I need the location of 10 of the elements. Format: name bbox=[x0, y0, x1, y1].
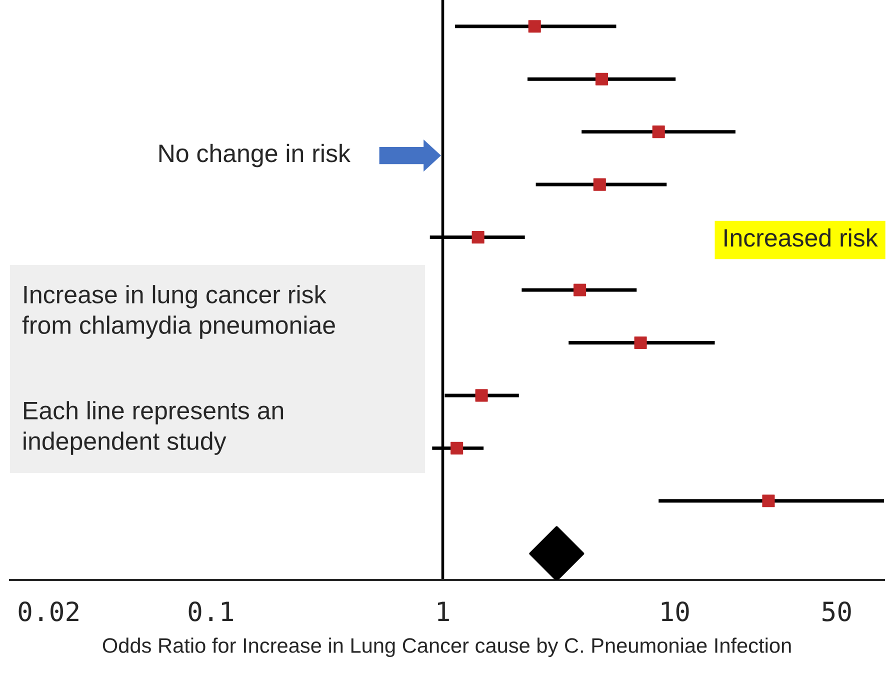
x-axis-title: Odds Ratio for Increase in Lung Cancer cause by C. Pneumoniae Infection bbox=[102, 638, 791, 658]
x-tick-label: 10 bbox=[662, 601, 689, 622]
x-tick-label: 1 bbox=[438, 602, 449, 622]
annotation: Increased risk bbox=[724, 228, 878, 247]
ref-line-label: No change in risk bbox=[159, 144, 351, 168]
x-tick-label: 0.02 bbox=[18, 601, 78, 622]
x-tick-label: 0.1 bbox=[188, 601, 233, 622]
annotation: Each line represents an independent study bbox=[24, 401, 284, 455]
x-tick-label: 50 bbox=[822, 601, 851, 622]
annotation: Increase in lung cancer risk from chlamydia pneumoniae bbox=[22, 285, 335, 339]
